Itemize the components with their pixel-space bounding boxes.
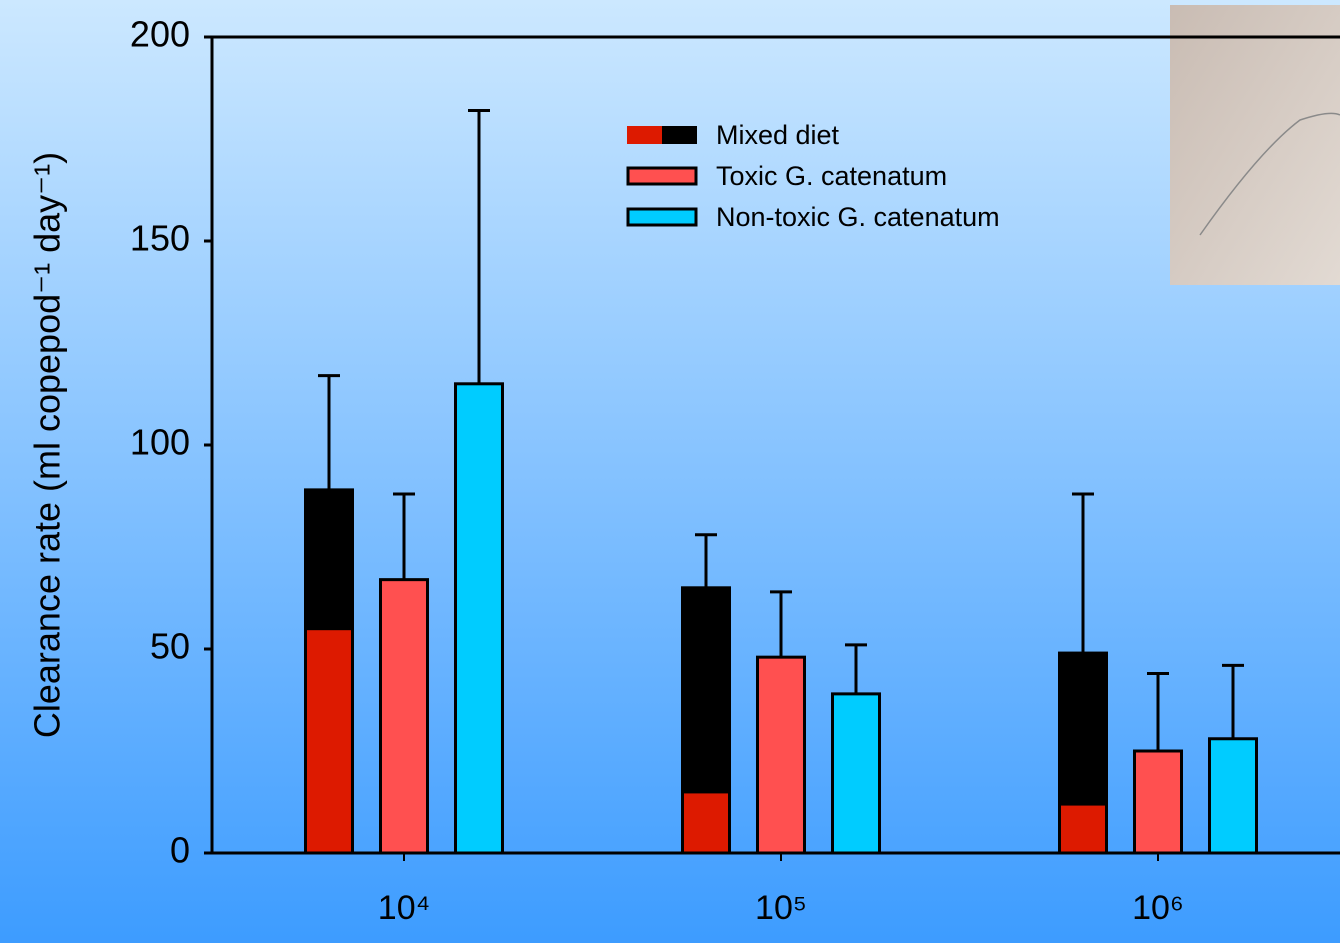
y-tick-label: 0 bbox=[170, 830, 190, 871]
legend-label: Mixed diet bbox=[716, 120, 840, 150]
legend-swatch bbox=[662, 126, 697, 144]
y-tick-label: 200 bbox=[130, 14, 190, 55]
x-tick-label: 10⁶ bbox=[1132, 889, 1184, 927]
x-tick-label: 10⁵ bbox=[755, 889, 807, 927]
bar bbox=[683, 792, 730, 853]
bar bbox=[1210, 739, 1257, 853]
bar bbox=[306, 629, 353, 853]
copepod-photo bbox=[1170, 5, 1340, 285]
y-tick-label: 100 bbox=[130, 422, 190, 463]
legend-label: Non-toxic G. catenatum bbox=[716, 202, 1000, 232]
bar bbox=[456, 384, 503, 853]
bar bbox=[683, 588, 730, 792]
bar bbox=[381, 580, 428, 853]
bar bbox=[306, 490, 353, 629]
bar bbox=[833, 694, 880, 853]
bar bbox=[1135, 751, 1182, 853]
legend-swatch bbox=[628, 209, 696, 225]
legend-label: Toxic G. catenatum bbox=[716, 161, 947, 191]
bar bbox=[1060, 804, 1107, 853]
y-tick-label: 150 bbox=[130, 218, 190, 259]
legend-swatch bbox=[627, 126, 662, 144]
chart: Clearance rate (ml copepod⁻¹ day⁻¹) 0 50 1… bbox=[0, 0, 1340, 943]
legend-swatch bbox=[628, 168, 696, 184]
y-tick-label: 50 bbox=[150, 626, 190, 667]
x-tick-label: 10⁴ bbox=[378, 889, 430, 927]
bar bbox=[1060, 653, 1107, 804]
y-axis-label: Clearance rate (ml copepod⁻¹ day⁻¹) bbox=[27, 152, 68, 738]
bar bbox=[758, 657, 805, 853]
